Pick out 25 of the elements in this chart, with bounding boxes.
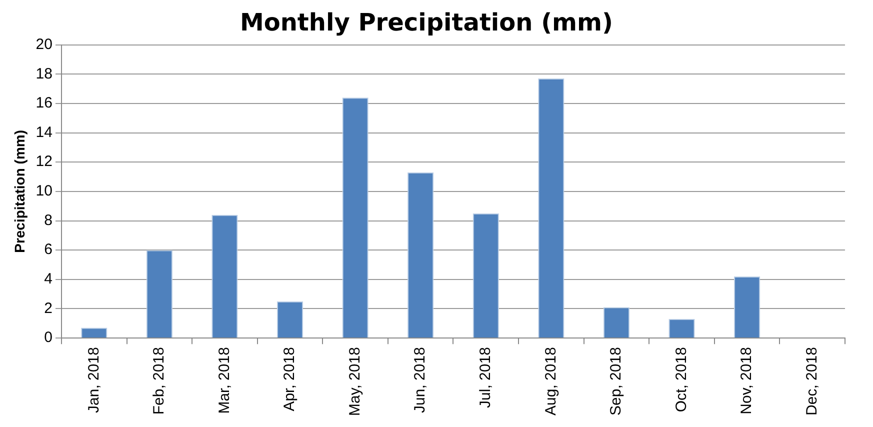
x-tick-label: Jun, 2018 [412, 347, 429, 413]
x-tick-label: Mar, 2018 [216, 347, 233, 414]
y-tick-label: 14 [36, 124, 52, 141]
x-tick-label: May, 2018 [346, 347, 364, 416]
y-tick-label: 2 [44, 300, 52, 317]
x-tick-label: Feb, 2018 [150, 347, 168, 415]
y-tick-label: 16 [36, 94, 52, 112]
x-tick-label: Sep, 2018 [608, 347, 625, 416]
y-tick-label: 18 [36, 65, 52, 82]
y-tick-label: 10 [36, 182, 52, 200]
y-tick-label: 20 [36, 36, 52, 53]
x-tick-label: Apr, 2018 [281, 347, 298, 412]
x-tick-label: Jan, 2018 [85, 347, 102, 413]
y-tick-label: 8 [44, 212, 52, 229]
y-axis-title: Precipitation (mm) [11, 130, 28, 253]
chart-title: Monthly Precipitation (mm) [240, 8, 614, 37]
x-tick-label: Nov, 2018 [738, 347, 756, 414]
y-tick-label: 4 [44, 270, 52, 288]
y-tick-label: 12 [36, 153, 52, 170]
x-tick-label: Dec, 2018 [803, 347, 820, 416]
x-tick-label: Jul, 2018 [477, 347, 494, 408]
x-tick-label: Oct, 2018 [672, 347, 690, 412]
y-tick-label: 0 [44, 329, 52, 346]
y-tick-label: 6 [44, 241, 52, 258]
x-tick-label: Aug, 2018 [542, 347, 560, 416]
